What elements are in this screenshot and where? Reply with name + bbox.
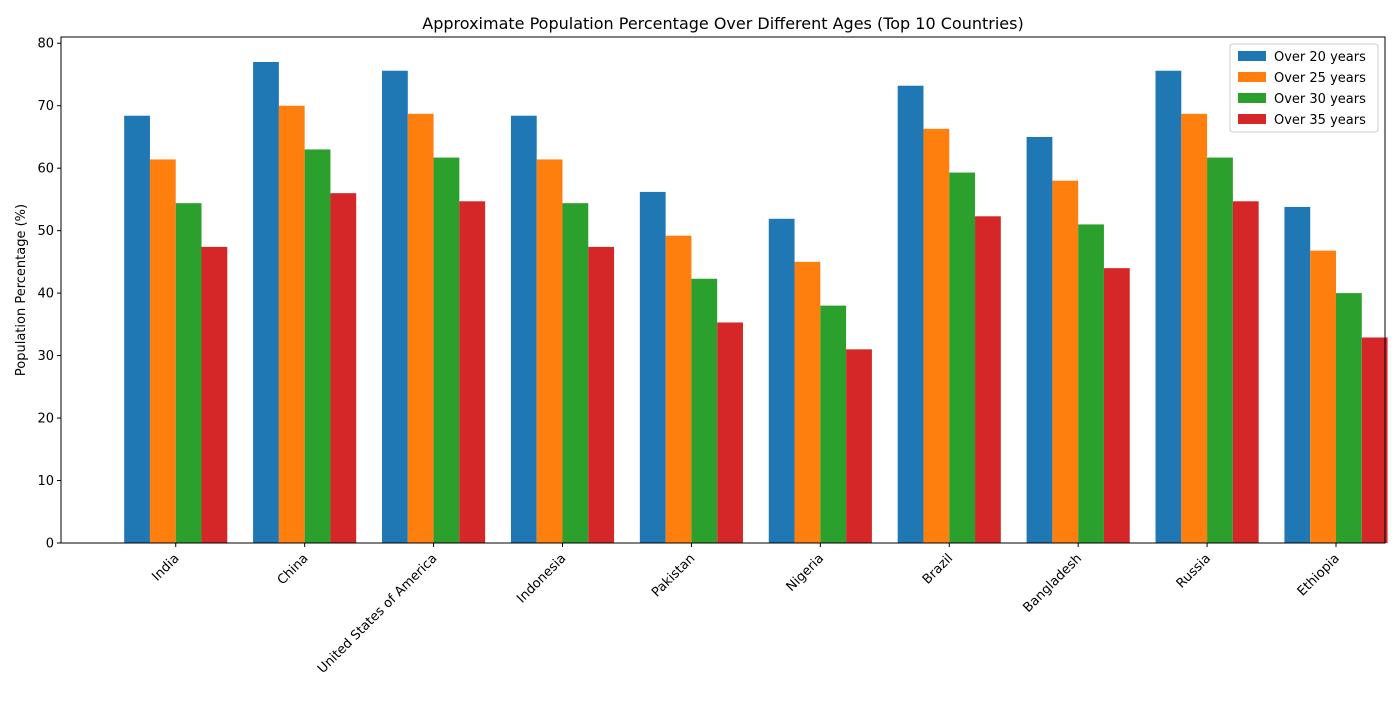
y-tick-label: 50: [37, 224, 54, 239]
chart-title: Approximate Population Percentage Over D…: [422, 14, 1023, 33]
bar-ethiopia-series-2: [1336, 293, 1362, 543]
bar-indonesia-series-2: [562, 203, 589, 544]
x-tick-label: China: [275, 551, 312, 588]
bar-united-states-of-america-series-2: [433, 157, 460, 543]
legend-swatch: [1238, 51, 1266, 61]
bar-pakistan-series-2: [691, 278, 718, 543]
legend-swatch: [1238, 72, 1266, 82]
bar-russia-series-3: [1232, 201, 1259, 544]
x-tick-label: Pakistan: [649, 551, 698, 600]
bar-india-series-2: [175, 203, 202, 544]
bar-russia-series-0: [1155, 70, 1182, 543]
x-tick-label: India: [149, 551, 182, 584]
bar-russia-series-2: [1207, 157, 1233, 543]
x-tick-label: Russia: [1174, 551, 1214, 591]
bar-india-series-1: [149, 159, 176, 543]
y-axis-label: Population Percentage (%): [14, 204, 29, 376]
y-tick-label: 20: [37, 412, 54, 427]
y-tick-label: 10: [37, 474, 54, 489]
bar-ethiopia-series-3: [1361, 337, 1388, 543]
x-tick-label: United States of America: [315, 551, 440, 676]
bar-bangladesh-series-2: [1078, 224, 1104, 543]
bars-group: [124, 61, 1388, 544]
bar-ethiopia-series-1: [1310, 250, 1337, 543]
bar-indonesia-series-1: [536, 159, 563, 543]
y-tick-label: 60: [37, 162, 54, 177]
bar-china-series-0: [253, 61, 279, 544]
bar-pakistan-series-1: [665, 235, 692, 543]
legend-swatch: [1238, 93, 1266, 103]
legend-swatch: [1238, 114, 1266, 124]
bar-nigeria-series-2: [820, 305, 847, 543]
bar-indonesia-series-3: [588, 246, 615, 543]
legend-label: Over 35 years: [1274, 113, 1366, 128]
bar-russia-series-1: [1181, 113, 1208, 543]
bar-brazil-series-0: [897, 85, 924, 543]
y-tick-label: 30: [37, 349, 54, 364]
legend-label: Over 20 years: [1274, 50, 1366, 65]
bar-united-states-of-america-series-0: [382, 70, 408, 543]
y-tick-label: 70: [37, 99, 54, 114]
bar-united-states-of-america-series-3: [459, 201, 486, 544]
bar-pakistan-series-0: [639, 191, 666, 544]
x-tick-label: Nigeria: [784, 551, 827, 594]
bar-nigeria-series-1: [794, 261, 821, 543]
bar-indonesia-series-0: [510, 115, 537, 544]
bar-india-series-0: [124, 115, 150, 544]
y-tick-label: 40: [37, 287, 54, 302]
bar-ethiopia-series-0: [1284, 206, 1311, 544]
bar-brazil-series-1: [923, 128, 950, 543]
bar-brazil-series-3: [975, 216, 1001, 544]
bar-bangladesh-series-1: [1052, 180, 1079, 543]
x-tick-label: Ethiopia: [1295, 551, 1343, 599]
bar-united-states-of-america-series-1: [407, 113, 434, 543]
bar-china-series-3: [330, 193, 357, 544]
bar-brazil-series-2: [949, 172, 976, 543]
bar-china-series-1: [278, 105, 305, 543]
bar-india-series-3: [201, 246, 228, 543]
x-tick-label: Brazil: [920, 551, 956, 587]
y-tick-label: 80: [37, 37, 54, 52]
legend-frame: [1229, 43, 1379, 133]
bar-bangladesh-series-3: [1103, 268, 1130, 543]
x-tick-label: Indonesia: [514, 551, 569, 606]
plot-frame: [60, 36, 1386, 544]
bar-pakistan-series-3: [717, 322, 743, 543]
bar-nigeria-series-0: [768, 218, 795, 544]
y-tick-label: 0: [46, 537, 54, 552]
bar-nigeria-series-3: [846, 349, 872, 543]
x-tick-label: Bangladesh: [1021, 551, 1086, 616]
legend-label: Over 25 years: [1274, 71, 1366, 86]
legend-label: Over 30 years: [1274, 92, 1366, 107]
bar-china-series-2: [304, 149, 331, 543]
bar-bangladesh-series-0: [1026, 136, 1053, 543]
legend: Over 20 years Over 25 years Over 30 years O…: [1229, 43, 1379, 133]
